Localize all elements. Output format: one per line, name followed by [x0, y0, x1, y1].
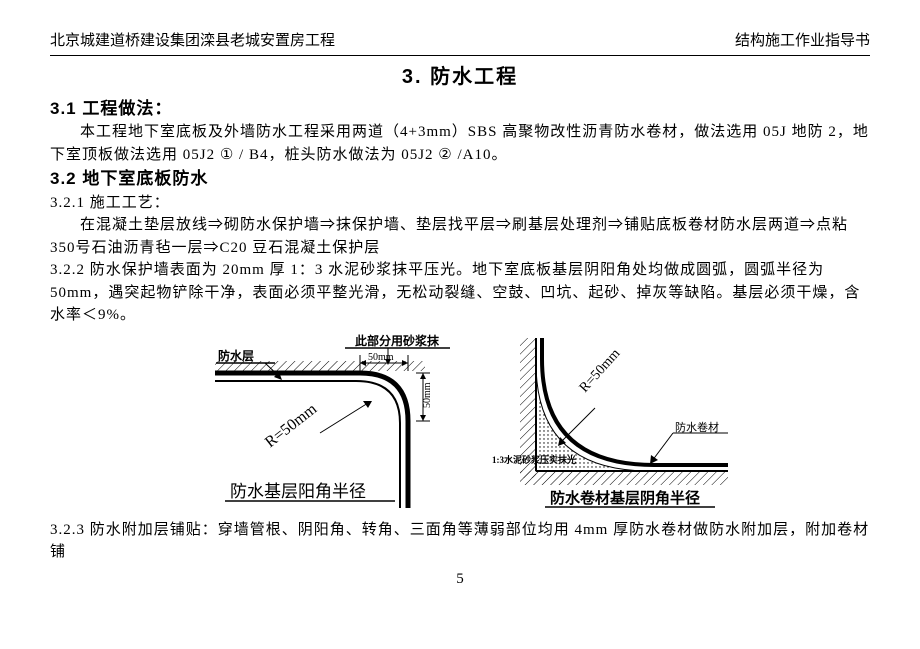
para-3-2-3: 3.2.3 防水附加层铺贴：穿墙管根、阴阳角、转角、三面角等薄弱部位均用 4mm…: [50, 519, 870, 564]
heading-3-2-1: 3.2.1 施工工艺：: [50, 192, 870, 215]
heading-3-2: 3.2 地下室底板防水: [50, 166, 870, 192]
d2-radius: R=50mm: [577, 346, 624, 396]
diagram-yang-corner: 此部分用砂浆抹 防水层 50mm 50m: [170, 333, 460, 513]
diagram-row: 此部分用砂浆抹 防水层 50mm 50m: [50, 333, 870, 513]
diagram-yin-corner: R=50mm 防水卷材 1:3水泥砂浆压实抹光 防水卷材基层阴角半径: [490, 333, 750, 513]
section-title: 3. 防水工程: [50, 62, 870, 92]
d2-mat-label: 防水卷材: [675, 420, 719, 434]
d1-dim-h: 50mm: [368, 352, 394, 363]
header-rule: [50, 55, 870, 56]
page-number: 5: [50, 568, 870, 591]
header-right: 结构施工作业指导书: [735, 30, 870, 53]
d1-dim-v: 50mm: [422, 382, 433, 408]
para-3-2-2: 3.2.2 防水保护墙表面为 20mm 厚 1：3 水泥砂浆抹平压光。地下室底板…: [50, 259, 870, 327]
d1-layer-label: 防水层: [218, 348, 254, 363]
heading-3-1: 3.1 工程做法：: [50, 96, 870, 122]
header-left: 北京城建道桥建设集团滦县老城安置房工程: [50, 30, 335, 53]
para-3-1: 本工程地下室底板及外墙防水工程采用两道（4+3mm）SBS 高聚物改性沥青防水卷…: [50, 121, 870, 166]
para-3-2-1: 在混凝土垫层放线⇒砌防水保护墙⇒抹保护墙、垫层找平层⇒刷基层处理剂⇒铺贴底板卷材…: [50, 214, 870, 259]
d2-caption: 防水卷材基层阴角半径: [550, 489, 700, 507]
d1-radius: R=50mm: [262, 400, 321, 451]
d1-caption: 防水基层阳角半径: [230, 482, 366, 501]
d1-top-note: 此部分用砂浆抹: [355, 333, 440, 348]
d2-mortar-label: 1:3水泥砂浆压实抹光: [492, 454, 576, 465]
